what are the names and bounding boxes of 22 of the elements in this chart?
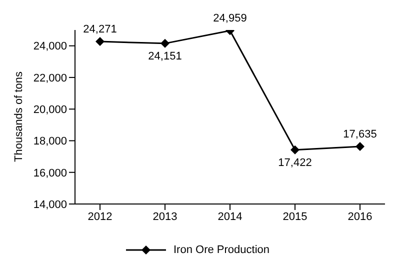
data-label: 17,635 — [343, 128, 377, 140]
x-tick-label: 2012 — [88, 210, 112, 223]
y-tick-label: 14,000 — [33, 198, 67, 211]
point — [356, 142, 364, 151]
point — [290, 145, 300, 154]
y-axis-title: Thousands of tons — [12, 70, 25, 162]
data-label: 24,271 — [83, 24, 117, 36]
y-tick-label: 22,000 — [33, 72, 67, 84]
x-tick-label: 2015 — [282, 210, 308, 223]
y-tick-label: 18,000 — [33, 136, 67, 148]
x-tick-label: 2013 — [152, 210, 178, 223]
legend-label: Iron Ore Production — [174, 244, 270, 256]
point — [96, 37, 104, 46]
y-tick-label: 16,000 — [33, 167, 67, 180]
point — [160, 38, 170, 48]
data-label: 17,422 — [278, 156, 312, 169]
data-label: 24,151 — [148, 50, 182, 62]
x-tick-label: 2016 — [348, 210, 372, 223]
data-label: 24,959 — [213, 12, 247, 25]
y-tick-label: 24,000 — [33, 40, 67, 53]
x-tick-label: 2014 — [218, 210, 242, 223]
y-tick-label: 20,000 — [33, 104, 67, 116]
